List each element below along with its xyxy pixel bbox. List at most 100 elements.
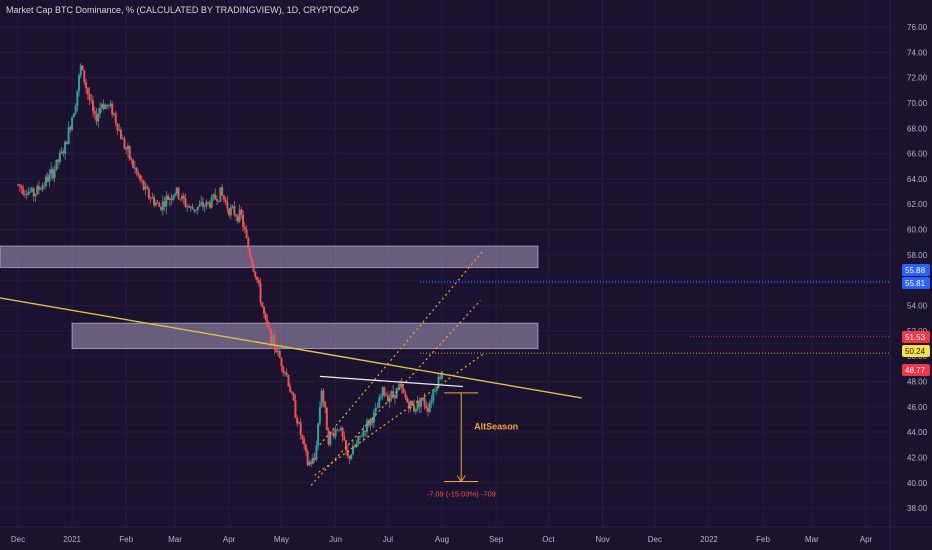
x-tick-label: Jun bbox=[329, 535, 342, 544]
candle-body bbox=[116, 123, 119, 131]
candle-body bbox=[406, 397, 409, 403]
candle-body bbox=[43, 185, 46, 187]
candle-body bbox=[280, 357, 283, 367]
y-tick-label: 70.00 bbox=[907, 99, 928, 108]
x-tick-label: Mar bbox=[805, 535, 819, 544]
candle-body bbox=[92, 100, 95, 112]
y-tick-label: 46.00 bbox=[907, 403, 928, 412]
candle-body bbox=[289, 386, 292, 393]
x-tick-label: Jul bbox=[383, 535, 393, 544]
annotation-label: AltSeason bbox=[474, 422, 518, 432]
candle-body bbox=[404, 392, 407, 398]
candle-body bbox=[292, 393, 295, 401]
candle-body bbox=[182, 195, 185, 199]
price-tag-label: 50.24 bbox=[905, 347, 926, 356]
measure-arrow-icon bbox=[456, 475, 466, 483]
candle-body bbox=[374, 408, 377, 412]
y-tick-label: 54.00 bbox=[907, 302, 928, 311]
candle-body bbox=[78, 75, 81, 91]
candle-body bbox=[111, 103, 114, 115]
candle-body bbox=[137, 172, 140, 176]
candle-body bbox=[79, 65, 82, 76]
candle-body bbox=[154, 202, 157, 206]
candle-body bbox=[270, 328, 273, 344]
candle-body bbox=[222, 195, 225, 200]
candle-body bbox=[308, 461, 311, 466]
candle-body bbox=[313, 457, 316, 460]
y-tick-label: 42.00 bbox=[907, 453, 928, 462]
x-tick-label: Feb bbox=[756, 535, 770, 544]
price-tag bbox=[902, 345, 930, 357]
candle-body bbox=[104, 104, 107, 110]
candle-body bbox=[25, 194, 28, 196]
candle-body bbox=[376, 407, 379, 409]
x-tick-label: Dec bbox=[648, 535, 662, 544]
candle-body bbox=[353, 445, 356, 448]
candle-body bbox=[132, 159, 135, 168]
candle-body bbox=[439, 376, 442, 379]
candle-body bbox=[381, 387, 384, 397]
candle-body bbox=[34, 193, 37, 197]
candle-body bbox=[297, 422, 300, 424]
y-tick-label: 76.00 bbox=[907, 23, 928, 32]
price-tag-label: 55.88 bbox=[905, 266, 926, 275]
candle-body bbox=[105, 104, 108, 106]
candle-body bbox=[139, 175, 142, 180]
y-tick-label: 74.00 bbox=[907, 48, 928, 57]
candle-body bbox=[228, 208, 231, 216]
candle-body bbox=[72, 114, 75, 118]
candle-body bbox=[428, 402, 431, 412]
candle-body bbox=[283, 372, 286, 374]
candle-body bbox=[217, 200, 220, 202]
y-tick-label: 58.00 bbox=[907, 251, 928, 260]
time-axis[interactable]: Dec 2021 Feb Mar Apr May Jun Jul Aug Sep Oct Nov Dec… bbox=[11, 535, 873, 544]
candle-body bbox=[200, 202, 203, 205]
candle-body bbox=[348, 455, 351, 460]
candle-body bbox=[118, 129, 121, 131]
candle-body bbox=[144, 186, 147, 190]
candle-body bbox=[261, 302, 264, 307]
candle-body bbox=[271, 334, 274, 344]
candle-body bbox=[290, 392, 293, 394]
candle-body bbox=[212, 194, 215, 197]
y-tick-label: 48.00 bbox=[907, 377, 928, 386]
candle-body bbox=[210, 196, 213, 208]
candle-body bbox=[324, 401, 327, 408]
candle-body bbox=[64, 141, 67, 154]
candle-body bbox=[142, 180, 145, 190]
candle-body bbox=[413, 405, 416, 412]
candle-body bbox=[71, 117, 74, 130]
candle-body bbox=[275, 348, 278, 353]
candle-body bbox=[53, 169, 56, 179]
candle-body bbox=[257, 280, 260, 284]
candle-body bbox=[266, 319, 269, 326]
candle-body bbox=[346, 449, 349, 456]
candle-body bbox=[83, 70, 86, 83]
candle-body bbox=[81, 65, 84, 71]
x-tick-label: May bbox=[274, 535, 289, 544]
candle-body bbox=[36, 186, 39, 194]
candle-body bbox=[364, 430, 367, 432]
candle-body bbox=[329, 432, 332, 445]
candle-body bbox=[167, 195, 170, 200]
candle-body bbox=[397, 386, 400, 389]
candle-body bbox=[65, 141, 68, 145]
candle-body bbox=[76, 90, 79, 107]
price-tag-label: 51.53 bbox=[905, 333, 926, 342]
candle-body bbox=[421, 397, 424, 400]
candle-body bbox=[242, 214, 245, 228]
candle-body bbox=[224, 199, 227, 203]
candle-body bbox=[441, 371, 443, 379]
candle-body bbox=[371, 418, 374, 423]
candle-body bbox=[161, 201, 164, 210]
candle-body bbox=[254, 271, 257, 277]
x-tick-label: Apr bbox=[860, 535, 873, 544]
candle-body bbox=[60, 151, 63, 153]
candle-body bbox=[304, 444, 307, 452]
candle-body bbox=[22, 188, 25, 195]
candle-body bbox=[198, 204, 201, 207]
x-tick-label: Dec bbox=[11, 535, 25, 544]
candle-body bbox=[264, 313, 267, 320]
candle-body bbox=[27, 191, 30, 195]
